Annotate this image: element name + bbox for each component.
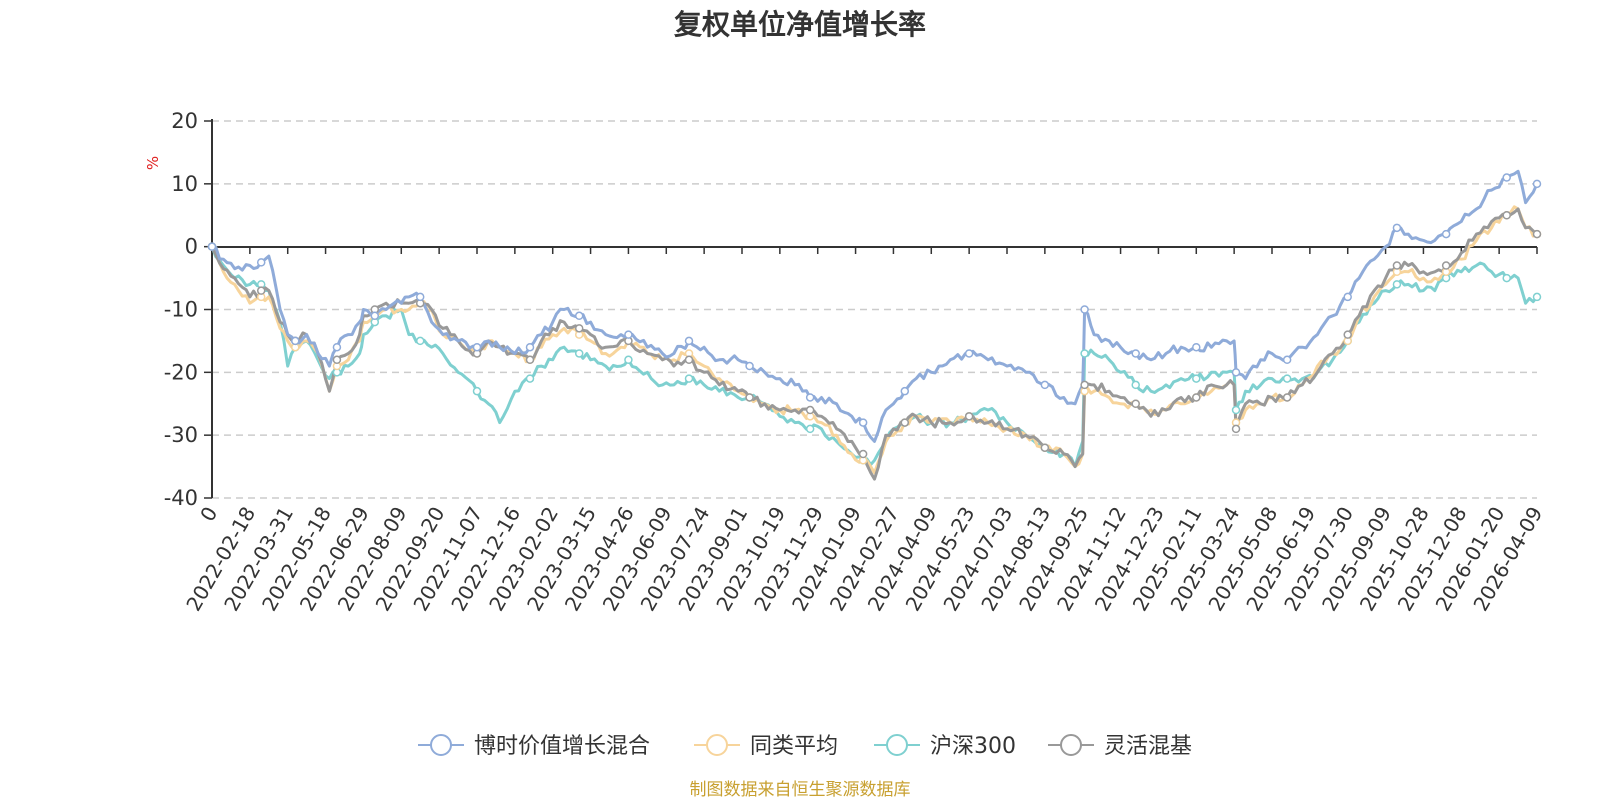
data-point[interactable] xyxy=(1502,273,1511,283)
data-point[interactable] xyxy=(1080,349,1089,358)
data-point[interactable] xyxy=(415,336,425,346)
data-point[interactable] xyxy=(684,336,694,346)
data-point[interactable] xyxy=(256,286,266,295)
legend-marker xyxy=(430,734,452,756)
data-point[interactable] xyxy=(1392,261,1402,270)
data-point[interactable] xyxy=(1343,330,1352,339)
data-point[interactable] xyxy=(1192,393,1201,402)
legend-label: 灵活混基 xyxy=(1104,734,1192,759)
data-point[interactable] xyxy=(1532,229,1542,239)
data-point[interactable] xyxy=(472,386,482,396)
data-point[interactable] xyxy=(805,393,815,402)
y-tick-label: -20 xyxy=(164,360,198,384)
y-tick-label: 0 xyxy=(185,235,198,259)
data-point[interactable] xyxy=(745,393,754,402)
legend-item[interactable]: 博时价值增长混合 xyxy=(418,734,650,759)
data-point[interactable] xyxy=(256,258,266,267)
data-point[interactable] xyxy=(332,355,342,365)
data-point[interactable] xyxy=(1441,229,1451,239)
data-point[interactable] xyxy=(1231,368,1241,377)
data-point[interactable] xyxy=(574,349,584,358)
data-point[interactable] xyxy=(574,324,584,333)
data-point[interactable] xyxy=(1192,342,1201,352)
y-tick-label: -10 xyxy=(164,298,198,322)
legend-label: 沪深300 xyxy=(930,734,1016,759)
data-point[interactable] xyxy=(1532,292,1542,302)
legend-label: 博时价值增长混合 xyxy=(474,734,650,759)
data-point[interactable] xyxy=(1392,280,1402,289)
data-point[interactable] xyxy=(332,342,342,352)
data-point[interactable] xyxy=(684,355,694,365)
data-point[interactable] xyxy=(624,330,633,339)
data-point[interactable] xyxy=(1392,223,1402,233)
series-markers xyxy=(207,173,1542,465)
x-tick-label: 0 xyxy=(195,503,222,526)
data-point[interactable] xyxy=(1282,393,1292,402)
series-line[interactable] xyxy=(210,246,1539,469)
y-tick-label: -40 xyxy=(164,486,198,510)
legend[interactable]: 博时价值增长混合 同类平均 沪深300 灵活混基 xyxy=(418,734,1192,759)
data-point[interactable] xyxy=(525,374,535,383)
data-point[interactable] xyxy=(370,311,380,321)
data-point[interactable] xyxy=(805,405,815,415)
data-point[interactable] xyxy=(805,424,815,434)
series-line[interactable] xyxy=(210,207,1538,481)
data-point[interactable] xyxy=(525,342,535,352)
legend-marker xyxy=(706,734,728,756)
data-point[interactable] xyxy=(1080,380,1089,390)
legend-item[interactable]: 同类平均 xyxy=(694,734,838,759)
data-point[interactable] xyxy=(525,355,535,365)
data-point[interactable] xyxy=(1343,292,1352,302)
data-point[interactable] xyxy=(1131,380,1140,390)
data-point[interactable] xyxy=(964,349,974,358)
data-point[interactable] xyxy=(1532,179,1542,189)
data-point[interactable] xyxy=(472,342,482,352)
data-point[interactable] xyxy=(1282,374,1292,383)
data-point[interactable] xyxy=(684,374,694,383)
data-point[interactable] xyxy=(964,412,974,421)
source-note: 制图数据来自恒生聚源数据库 xyxy=(690,780,911,800)
data-point[interactable] xyxy=(1080,305,1089,314)
legend-marker xyxy=(886,734,908,756)
data-point[interactable] xyxy=(1502,211,1511,220)
legend-item[interactable]: 灵活混基 xyxy=(1048,734,1192,759)
data-point[interactable] xyxy=(574,311,584,321)
data-point[interactable] xyxy=(1192,374,1201,383)
data-point[interactable] xyxy=(1231,424,1241,434)
data-point[interactable] xyxy=(900,418,910,427)
data-point[interactable] xyxy=(207,242,217,251)
data-point[interactable] xyxy=(1502,173,1511,182)
y-tick-label: 20 xyxy=(171,109,198,133)
data-point[interactable] xyxy=(1040,380,1050,390)
data-point[interactable] xyxy=(624,355,633,365)
series-line[interactable] xyxy=(211,169,1539,443)
data-point[interactable] xyxy=(1131,349,1140,358)
chart-title: 复权单位净值增长率 xyxy=(674,8,926,41)
data-point[interactable] xyxy=(900,386,910,396)
y-axis-unit-label: % xyxy=(144,156,162,170)
axes: 20100-10-20-30-4002022-02-182022-03-3120… xyxy=(164,109,1548,615)
legend-item[interactable]: 沪深300 xyxy=(874,734,1016,759)
data-point[interactable] xyxy=(1040,443,1050,452)
data-point[interactable] xyxy=(1441,261,1451,270)
y-tick-label: 10 xyxy=(171,172,198,196)
data-point[interactable] xyxy=(745,361,754,371)
data-point[interactable] xyxy=(415,292,425,302)
data-point[interactable] xyxy=(1282,355,1292,365)
legend-marker xyxy=(1060,734,1082,756)
data-point[interactable] xyxy=(858,449,868,459)
data-point[interactable] xyxy=(1131,399,1140,408)
data-point[interactable] xyxy=(1231,405,1241,415)
data-point[interactable] xyxy=(291,336,300,346)
y-tick-label: -30 xyxy=(164,423,198,447)
legend-label: 同类平均 xyxy=(750,734,838,759)
series-lines xyxy=(210,169,1539,481)
data-point[interactable] xyxy=(858,418,868,427)
